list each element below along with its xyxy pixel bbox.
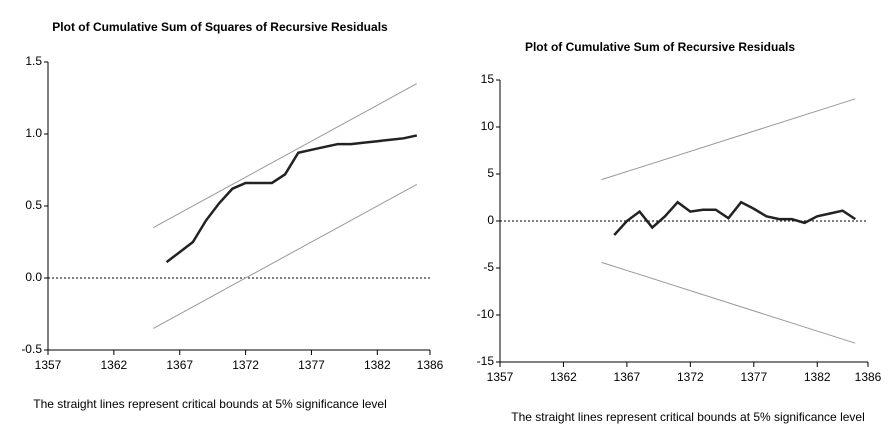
y-tick-label: 10	[481, 119, 495, 133]
footnote: The straight lines represent critical bo…	[511, 410, 865, 424]
x-tick-label: 1362	[101, 358, 128, 372]
y-tick-label: 0.5	[25, 198, 42, 212]
y-tick-label: 0.0	[25, 270, 42, 284]
chart-title: Plot of Cumulative Sum of Recursive Resi…	[525, 40, 795, 54]
y-tick-label: 5	[487, 166, 494, 180]
y-tick-label: -0.5	[21, 342, 42, 356]
data-line	[165, 134, 418, 264]
bound-line	[153, 83, 418, 229]
x-tick-label: 1372	[677, 370, 704, 384]
x-tick-label: 1367	[166, 358, 193, 372]
x-tick-label: 1357	[487, 370, 514, 384]
x-tick-label: 1377	[740, 370, 767, 384]
x-tick-label: 1372	[232, 358, 259, 372]
bound-line	[153, 183, 418, 329]
y-tick-label: 15	[481, 72, 495, 86]
footnote: The straight lines represent critical bo…	[33, 397, 387, 411]
x-tick-label: 1367	[614, 370, 641, 384]
y-tick-label: 1.5	[25, 54, 42, 68]
data-line	[613, 200, 857, 236]
x-tick-label: 1382	[804, 370, 831, 384]
bound-line	[601, 261, 856, 344]
y-tick-label: -5	[483, 260, 494, 274]
y-tick-label: -15	[477, 354, 495, 368]
x-tick-label: 1377	[298, 358, 325, 372]
x-tick-label: 1386	[855, 370, 882, 384]
bound-line	[601, 98, 856, 181]
y-tick-label: 0	[487, 213, 494, 227]
y-tick-label: -10	[477, 307, 495, 321]
chart-title: Plot of Cumulative Sum of Squares of Rec…	[52, 20, 388, 34]
y-tick-label: 1.0	[25, 126, 42, 140]
x-tick-label: 1386	[417, 358, 444, 372]
x-tick-label: 1382	[364, 358, 391, 372]
x-tick-label: 1362	[550, 370, 577, 384]
x-tick-label: 1357	[35, 358, 62, 372]
